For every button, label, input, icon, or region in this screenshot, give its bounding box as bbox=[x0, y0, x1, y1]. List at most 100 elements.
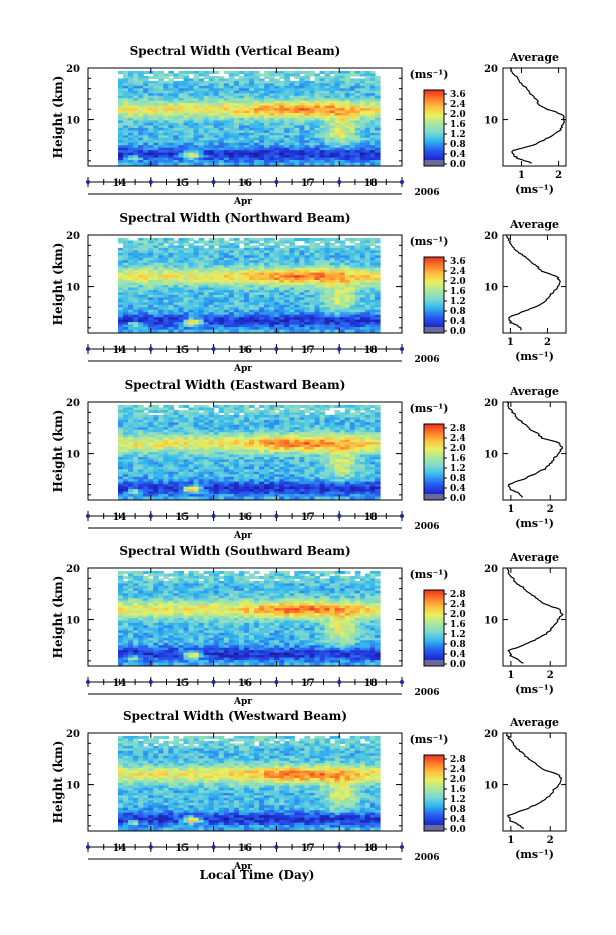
panel-title: Spectral Width (Northward Beam) bbox=[119, 211, 350, 225]
heatmap-cell bbox=[355, 163, 361, 166]
colorbar-tick-label: 1.2 bbox=[450, 130, 466, 140]
heatmap-cell bbox=[284, 330, 290, 333]
heatmap-cell bbox=[163, 240, 169, 243]
x-tick-label: 17 bbox=[301, 178, 315, 189]
heatmap-cell bbox=[320, 163, 326, 166]
heatmap-cell bbox=[299, 71, 305, 74]
heatmap-cell bbox=[350, 240, 356, 243]
heatmap-cell bbox=[189, 238, 195, 241]
heatmap-cell bbox=[184, 497, 190, 500]
heatmap-cell bbox=[340, 163, 346, 166]
heatmap-cell bbox=[320, 330, 326, 333]
heatmap-cell bbox=[299, 238, 305, 241]
colorbar-tick-label: 2.0 bbox=[450, 277, 466, 287]
heatmap-cell bbox=[365, 330, 371, 333]
heatmap-cell bbox=[345, 238, 351, 241]
heatmap-cell bbox=[360, 163, 366, 166]
heatmap-cell bbox=[199, 330, 205, 333]
heatmap-cell bbox=[234, 73, 240, 76]
heatmap-cell bbox=[279, 330, 285, 333]
heatmap-cell bbox=[335, 240, 341, 243]
heatmap-cell bbox=[189, 71, 195, 74]
heatmap-cell bbox=[219, 410, 225, 413]
heatmap-cell bbox=[239, 71, 245, 74]
heatmap-cell bbox=[370, 163, 376, 166]
avg-y-tick-label: 20 bbox=[484, 64, 498, 75]
heatmap-cell bbox=[163, 76, 169, 79]
heatmap-cell bbox=[148, 76, 154, 79]
colorbar-unit-label: (ms⁻¹) bbox=[410, 235, 449, 248]
day-marker bbox=[149, 347, 153, 351]
day-marker bbox=[212, 180, 216, 184]
panel-2: Spectral Width (Eastward Beam)1020Height… bbox=[51, 378, 566, 541]
heatmap-cell bbox=[330, 238, 336, 241]
avg-title: Average bbox=[509, 218, 559, 231]
y-axis-label: Height (km) bbox=[51, 243, 65, 326]
heatmap-cell bbox=[143, 71, 149, 74]
heatmap-cell bbox=[194, 240, 200, 243]
heatmap-cell bbox=[304, 163, 310, 166]
colorbar-tick-label: 2.0 bbox=[450, 110, 466, 120]
heatmap-cell bbox=[153, 76, 159, 79]
avg-y-tick-label: 10 bbox=[484, 116, 498, 127]
heatmap-cell bbox=[249, 163, 255, 166]
heatmap-cell bbox=[229, 330, 235, 333]
heatmap-cell bbox=[163, 330, 169, 333]
heatmap-cell bbox=[370, 330, 376, 333]
heatmap-cell bbox=[289, 163, 295, 166]
avg-x-axis-label: (ms⁻¹) bbox=[515, 183, 554, 196]
heatmap-cell bbox=[178, 497, 184, 500]
heatmap-cell bbox=[345, 330, 351, 333]
heatmap-cell bbox=[123, 330, 129, 333]
heatmap-cell bbox=[340, 330, 346, 333]
heatmap-cell bbox=[118, 497, 124, 500]
heatmap-cell bbox=[224, 71, 230, 74]
panel-0: Spectral Width (Vertical Beam)1020Height… bbox=[51, 44, 566, 207]
heatmap-cell bbox=[214, 71, 220, 74]
heatmap-cell bbox=[289, 73, 295, 76]
heatmap-cell bbox=[375, 330, 381, 333]
heatmap-cell bbox=[304, 330, 310, 333]
heatmap-cell bbox=[254, 240, 260, 243]
heatmap-cell bbox=[138, 497, 144, 500]
heatmap-cell bbox=[133, 497, 139, 500]
heatmap-cell bbox=[184, 405, 190, 408]
avg-y-tick-label: 20 bbox=[484, 231, 498, 242]
heatmap-cell bbox=[173, 163, 179, 166]
heatmap-cell bbox=[234, 163, 240, 166]
heatmap-cell bbox=[189, 497, 195, 500]
heatmap-cell bbox=[355, 238, 361, 241]
day-marker bbox=[337, 347, 341, 351]
x-tick-label: 17 bbox=[301, 345, 315, 356]
colorbar-tick-label: 0.4 bbox=[450, 317, 466, 327]
heatmap-cell bbox=[189, 163, 195, 166]
y-tick-label: 10 bbox=[66, 283, 80, 294]
y-tick-label: 10 bbox=[66, 116, 80, 127]
heatmap bbox=[118, 71, 381, 166]
heatmap-cell bbox=[224, 330, 230, 333]
heatmap-cell bbox=[143, 330, 149, 333]
heatmap-cell bbox=[199, 240, 205, 243]
heatmap-cell bbox=[168, 73, 174, 76]
heatmap-cell bbox=[194, 330, 200, 333]
x-tick-label: 16 bbox=[238, 178, 252, 189]
day-marker bbox=[86, 180, 90, 184]
heatmap bbox=[118, 238, 381, 333]
avg-frame bbox=[503, 235, 566, 333]
heatmap-cell bbox=[350, 73, 356, 76]
heatmap-cell bbox=[375, 163, 381, 166]
heatmap-cell bbox=[118, 163, 124, 166]
heatmap-cell bbox=[264, 163, 270, 166]
year-label: 2006 bbox=[414, 355, 439, 365]
heatmap-cell bbox=[259, 73, 265, 76]
heatmap-cell bbox=[304, 240, 310, 243]
colorbar: 3.62.42.01.61.20.80.40.0 bbox=[424, 257, 466, 337]
heatmap-cell bbox=[309, 330, 315, 333]
x-tick-label: 18 bbox=[364, 345, 378, 356]
heatmap-cell bbox=[229, 163, 235, 166]
heatmap-cell bbox=[234, 330, 240, 333]
heatmap-cell bbox=[259, 238, 265, 241]
heatmap-cell bbox=[239, 163, 245, 166]
